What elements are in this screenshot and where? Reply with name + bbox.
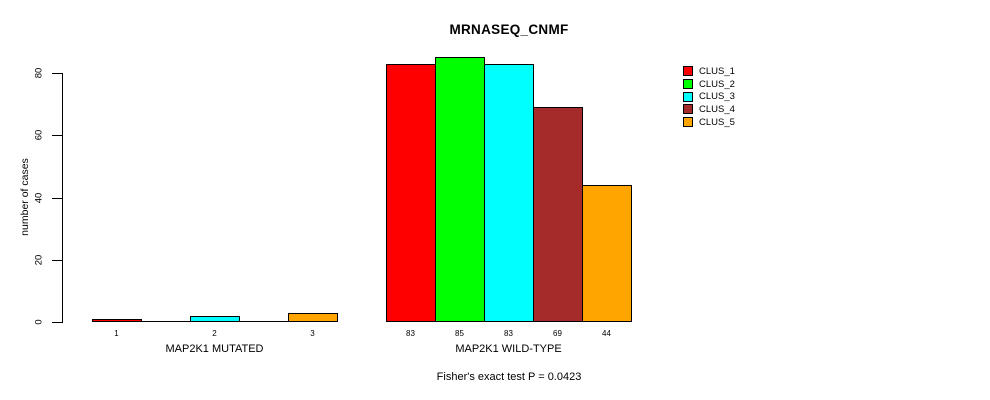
legend-row: CLUS_5	[683, 116, 735, 129]
bar-value-label: 1	[114, 329, 119, 338]
legend-label: CLUS_5	[699, 116, 735, 128]
y-axis-tick	[52, 198, 62, 199]
y-tick-label: 80	[33, 67, 45, 79]
bar-clus_1	[92, 319, 142, 322]
bar-value-label: 44	[602, 329, 611, 338]
bar-clus_2	[435, 57, 485, 322]
legend-label: CLUS_1	[699, 65, 735, 77]
y-axis-tick	[52, 260, 62, 261]
y-tick-label: 20	[33, 254, 45, 266]
legend-row: CLUS_3	[683, 90, 735, 103]
y-axis-label: number of cases	[19, 158, 31, 236]
caption-fisher-test: Fisher's exact test P = 0.0423	[436, 371, 582, 383]
y-axis-tick	[52, 135, 62, 136]
y-tick-label: 40	[33, 192, 45, 204]
legend-swatch-icon	[683, 91, 693, 102]
legend-swatch-icon	[683, 104, 693, 115]
group-label: MAP2K1 WILD-TYPE	[455, 343, 562, 355]
legend-swatch-icon	[683, 117, 693, 128]
bar-value-label: 69	[553, 329, 562, 338]
bar-value-label: 85	[455, 329, 464, 338]
group-label: MAP2K1 MUTATED	[165, 343, 264, 355]
bar-value-label: 3	[310, 329, 315, 338]
zero-height-bar	[141, 321, 191, 322]
bar-value-label: 83	[406, 329, 415, 338]
bar-clus_5	[582, 185, 632, 322]
legend-label: CLUS_3	[699, 91, 735, 103]
legend-row: CLUS_1	[683, 65, 735, 78]
y-axis-line	[62, 73, 63, 323]
y-tick-label: 60	[33, 129, 45, 141]
chart-title: MRNASEQ_CNMF	[449, 22, 569, 37]
y-axis-tick	[52, 73, 62, 74]
y-axis-tick	[52, 322, 62, 323]
legend-label: CLUS_4	[699, 103, 735, 115]
legend-swatch-icon	[683, 66, 693, 77]
legend-swatch-icon	[683, 79, 693, 90]
zero-height-bar	[239, 321, 289, 322]
bar-clus_5	[288, 313, 338, 322]
bar-value-label: 2	[212, 329, 217, 338]
legend-label: CLUS_2	[699, 78, 735, 90]
bar-clus_3	[190, 316, 240, 322]
legend: CLUS_1 CLUS_2 CLUS_3 CLUS_4 CLUS_5	[683, 65, 735, 128]
bar-clus_4	[533, 107, 583, 322]
bar-clus_1	[386, 64, 436, 322]
y-tick-label: 0	[33, 319, 45, 325]
legend-row: CLUS_4	[683, 103, 735, 116]
bar-value-label: 83	[504, 329, 513, 338]
legend-row: CLUS_2	[683, 78, 735, 91]
bar-clus_3	[484, 64, 534, 322]
